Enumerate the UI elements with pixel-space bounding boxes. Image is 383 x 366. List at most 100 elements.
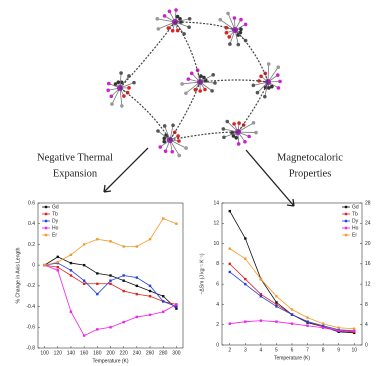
point — [291, 323, 293, 325]
point — [306, 325, 308, 327]
point — [136, 316, 138, 318]
x-tick-label: 10 — [351, 347, 357, 353]
atom — [187, 77, 191, 81]
point — [96, 293, 98, 295]
legend-label: Gd — [352, 204, 359, 210]
atom — [156, 129, 160, 133]
point — [70, 311, 72, 313]
atom — [199, 74, 203, 78]
atom — [270, 85, 274, 89]
point — [109, 283, 111, 285]
point — [306, 320, 308, 322]
atom — [158, 145, 162, 149]
x-axis-label: Temperature (K) — [92, 358, 128, 364]
atom — [171, 29, 175, 33]
atom — [276, 65, 280, 69]
point — [70, 269, 72, 271]
point — [149, 290, 151, 292]
point — [275, 295, 277, 297]
atom — [203, 88, 207, 92]
legend-marker — [345, 220, 347, 222]
atom — [211, 73, 215, 77]
point — [109, 279, 111, 281]
caption: Negative Thermal — [37, 152, 113, 163]
y2-tick-label: 28 — [365, 200, 371, 206]
y-tick-label: 2 — [216, 322, 219, 328]
point — [291, 308, 293, 310]
point — [122, 321, 124, 323]
atom — [267, 62, 271, 66]
y-tick-label: -0.2 — [26, 283, 35, 289]
legend-marker — [45, 234, 47, 236]
x-tick-label: 2 — [228, 347, 231, 353]
point — [96, 283, 98, 285]
atom — [237, 142, 241, 146]
atom — [119, 71, 123, 75]
point — [260, 278, 262, 280]
point — [162, 217, 164, 219]
point — [229, 247, 231, 249]
atom — [227, 35, 231, 39]
point — [306, 316, 308, 318]
point — [109, 326, 111, 328]
point — [83, 243, 85, 245]
atom — [184, 91, 188, 95]
linker — [120, 22, 175, 88]
x-tick-label: 120 — [54, 350, 63, 356]
point — [122, 274, 124, 276]
point — [337, 330, 339, 332]
atom — [263, 95, 267, 99]
x-tick-label: 3 — [244, 347, 247, 353]
point — [244, 258, 246, 260]
atom — [107, 82, 111, 86]
atom — [164, 149, 168, 153]
point — [175, 223, 177, 225]
y2-tick-label: 0 — [365, 342, 368, 348]
x-tick-label: 4 — [259, 347, 262, 353]
atom — [110, 102, 114, 106]
atom — [278, 80, 282, 84]
y-tick-label: -0.6 — [26, 325, 35, 331]
legend-label: Er — [352, 232, 357, 238]
point — [291, 313, 293, 315]
atom — [176, 134, 180, 138]
atom — [174, 8, 178, 12]
point — [57, 261, 59, 263]
atom — [232, 122, 236, 126]
x-tick-label: 6 — [291, 347, 294, 353]
atom — [155, 17, 159, 21]
point — [175, 303, 177, 305]
atom — [176, 29, 180, 33]
legend-marker — [345, 206, 347, 208]
atom — [167, 26, 171, 30]
point — [83, 279, 85, 281]
atom — [163, 124, 167, 128]
point — [337, 327, 339, 329]
legend-marker — [45, 213, 47, 215]
point — [96, 238, 98, 240]
point — [162, 295, 164, 297]
legend-label: Er — [52, 232, 57, 238]
atom — [267, 86, 271, 90]
y-tick-label: 0.4 — [28, 221, 35, 227]
atom — [225, 120, 229, 124]
point — [136, 245, 138, 247]
point — [70, 274, 72, 276]
x-tick-label: 220 — [120, 350, 129, 356]
caption: Magnetocaloric — [277, 152, 343, 163]
y-tick-label: 8 — [216, 261, 219, 267]
x-tick-label: 9 — [337, 347, 340, 353]
atom — [120, 104, 124, 108]
legend-label: Gd — [52, 204, 59, 210]
atom — [239, 18, 243, 22]
point — [244, 320, 246, 322]
atom — [244, 23, 248, 27]
atom — [127, 86, 131, 90]
caption: Expansion — [53, 168, 98, 179]
y2-tick-label: 4 — [365, 322, 368, 328]
series-line — [230, 272, 354, 331]
point — [109, 274, 111, 276]
point — [43, 264, 45, 266]
point — [260, 319, 262, 321]
atom — [187, 25, 191, 29]
